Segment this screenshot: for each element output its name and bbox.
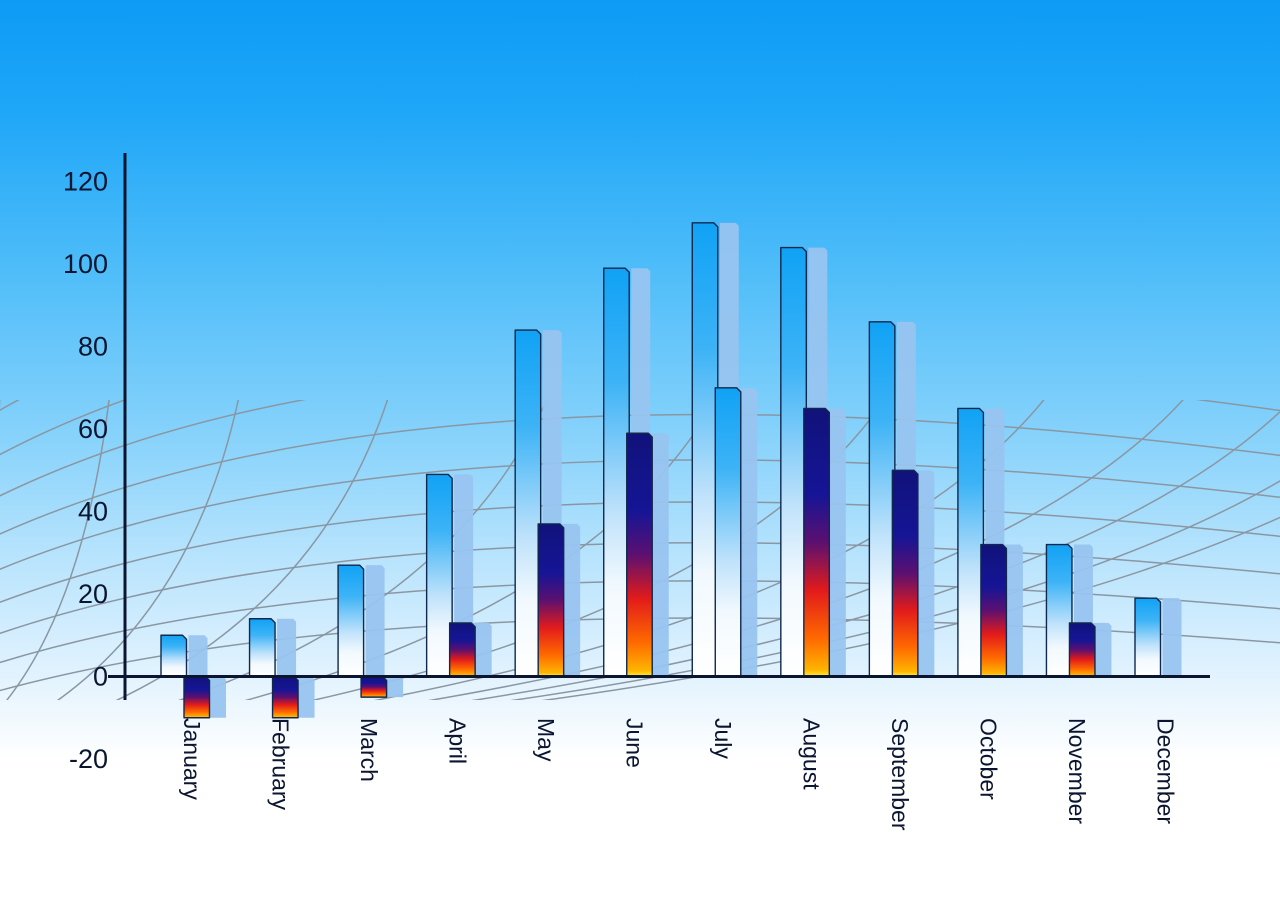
svg-text:120: 120 [63,167,108,197]
svg-text:August: August [799,718,825,790]
svg-text:60: 60 [78,414,108,444]
svg-text:80: 80 [78,332,108,362]
svg-text:January: January [179,718,205,800]
svg-text:April: April [444,718,470,764]
svg-text:March: March [356,718,382,782]
svg-text:-20: -20 [69,744,108,774]
svg-text:September: September [887,718,913,831]
svg-text:100: 100 [63,249,108,279]
svg-text:June: June [622,718,648,768]
svg-text:February: February [267,718,293,811]
svg-text:October: October [976,718,1002,800]
svg-text:July: July [710,718,736,759]
svg-text:40: 40 [78,497,108,527]
svg-text:0: 0 [93,662,108,692]
svg-text:May: May [533,718,559,762]
svg-text:December: December [1153,718,1179,824]
svg-text:20: 20 [78,579,108,609]
svg-text:November: November [1064,718,1090,824]
